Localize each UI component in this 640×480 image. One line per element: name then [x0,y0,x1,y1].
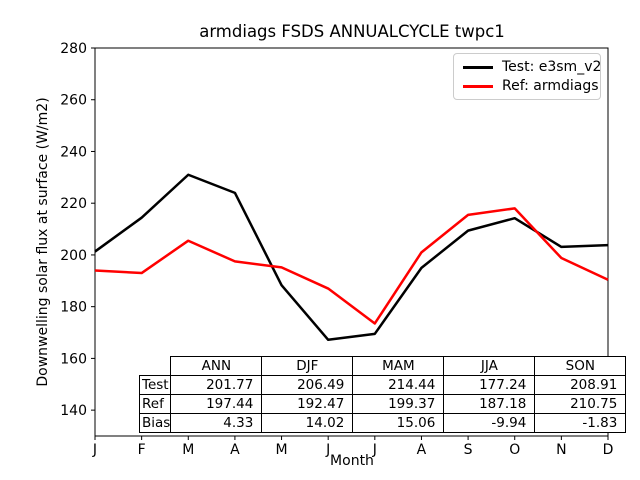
y-tick-label: 240 [60,144,87,160]
legend-entry-test: Test: e3sm_v2 [463,59,601,75]
y-tick-label: 260 [60,93,87,109]
x-tick-label: A [417,442,427,458]
bias-son: -1.83 [534,413,627,433]
x-tick-label: J [325,442,330,458]
test-mam: 214.44 [352,375,445,395]
table-row-ref: Ref 197.44 192.47 199.37 187.18 210.75 [138,394,627,414]
series-line-1 [94,207,609,325]
col-header-ann: ANN [170,356,263,376]
x-tick-label: D [603,442,614,458]
table-row-test: Test 201.77 206.49 214.44 177.24 208.91 [138,375,627,395]
x-tick-label: F [138,442,146,458]
table-corner-blank [140,357,171,376]
y-axis-label: Downwelling solar flux at surface (W/m2) [35,97,51,387]
col-header-son: SON [534,356,627,376]
bias-jja: -9.94 [443,413,536,433]
legend-label-ref: Ref: armdiags [502,78,599,94]
bias-djf: 14.02 [261,413,354,433]
x-tick-label: O [509,442,520,458]
ref-djf: 192.47 [261,394,354,414]
series-line-0 [94,173,609,342]
ref-line-sample-icon [463,84,493,88]
table-row-bias: Bias 4.33 14.02 15.06 -9.94 -1.83 [138,413,627,433]
row-label-test: Test [138,375,172,395]
chart-title: armdiags FSDS ANNUALCYCLE twpc1 [199,22,505,41]
legend-label-test: Test: e3sm_v2 [502,59,602,75]
y-tick-label: 220 [60,196,87,212]
axes-spines [94,47,609,437]
x-tick-label: A [230,442,240,458]
col-header-mam: MAM [352,356,445,376]
test-jja: 177.24 [443,375,536,395]
x-tick-label: J [92,442,97,458]
bias-ann: 4.33 [170,413,263,433]
y-tick-label: 280 [60,41,87,57]
ref-jja: 187.18 [443,394,536,414]
y-tick-label: 160 [60,351,87,367]
x-tick-label: M [275,442,287,458]
col-header-djf: DJF [261,356,354,376]
ref-mam: 199.37 [352,394,445,414]
x-tick-label: S [464,442,473,458]
x-axis-label: Month [330,453,374,469]
ref-ann: 197.44 [170,394,263,414]
test-son: 208.91 [534,375,627,395]
y-tick-label: 140 [60,403,87,419]
x-tick-label: N [556,442,566,458]
legend-entry-ref: Ref: armdiags [463,78,599,94]
ref-son: 210.75 [534,394,627,414]
test-ann: 201.77 [170,375,263,395]
y-tick-label: 180 [60,300,87,316]
bias-mam: 15.06 [352,413,445,433]
row-label-bias: Bias [138,413,172,433]
col-header-jja: JJA [443,356,536,376]
legend: Test: e3sm_v2 Ref: armdiags [453,53,601,100]
x-tick-label: M [182,442,194,458]
x-tick-label: J [372,442,377,458]
test-line-sample-icon [463,65,493,69]
row-label-ref: Ref [138,394,172,414]
table-header-row: ANN DJF MAM JJA SON [140,356,627,376]
test-djf: 206.49 [261,375,354,395]
stats-table: ANN DJF MAM JJA SON Test 201.77 206.49 2… [138,356,627,433]
y-tick-label: 200 [60,248,87,264]
